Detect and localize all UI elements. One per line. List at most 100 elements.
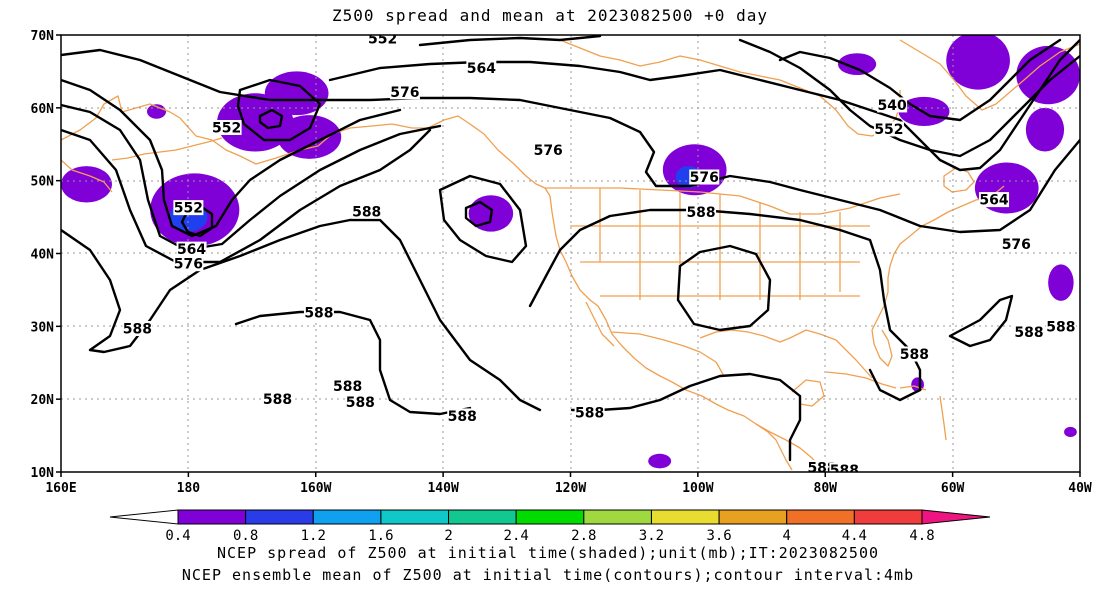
florida-coastline: [871, 329, 893, 367]
colorbar-swatch-6: [515, 509, 585, 525]
contour-label-bg-21: [262, 391, 293, 407]
contour-576-main: [61, 48, 1080, 234]
contour-label-bg-12: [176, 241, 207, 257]
colorbar-label-0: 0.4: [165, 528, 190, 544]
contour-label-15: 588: [123, 322, 152, 338]
spread-blob-15: [1048, 264, 1074, 301]
lon-label-5: 100W: [682, 481, 713, 496]
colorbar-label-4: 2: [444, 528, 452, 544]
contour-label-bg-7: [689, 169, 720, 185]
canadian-arctic-coastline: [559, 39, 781, 81]
lon-label-7: 60W: [941, 481, 965, 496]
contour-label-0: 552: [368, 32, 397, 48]
contour-label-bg-3: [211, 119, 242, 135]
spread-blob-12: [1016, 45, 1080, 105]
contour-label-bg-5: [877, 97, 908, 113]
contour-label-bg-15: [122, 321, 153, 337]
colorbar-swatch-2: [245, 509, 314, 525]
contour-label-2: 576: [390, 85, 419, 101]
colorbar-label-7: 3.2: [639, 528, 664, 544]
colorbar-label-11: 4.8: [909, 528, 934, 544]
contour-label-11: 588: [686, 205, 715, 221]
contour-label-19: 588: [900, 347, 929, 363]
spread-blob-14: [1025, 107, 1065, 152]
contour-label-bg-10: [351, 203, 382, 219]
contour-label-bg-26: [829, 462, 860, 472]
spread-blob-11: [946, 35, 1010, 90]
contour-label-12: 564: [177, 242, 206, 258]
contour-label-bg-22: [345, 394, 376, 410]
cuba-coastline: [825, 371, 897, 389]
contour-label-22: 588: [346, 395, 375, 411]
contour-588-main: [528, 208, 922, 402]
contour-588-pacific-high: [234, 310, 472, 416]
contour-label-14: 576: [1002, 237, 1031, 253]
spread-blob-17: [911, 377, 924, 392]
colorbar-swatch-11: [853, 509, 923, 525]
lat-label-1: 20N: [31, 393, 55, 408]
contour-label-23: 588: [448, 409, 477, 425]
contour-label-26: 588: [830, 463, 859, 479]
asia-coastline: [61, 159, 113, 193]
colorbar-label-6: 2.8: [571, 528, 596, 544]
lat-label-6: 70N: [31, 29, 55, 44]
aleutian-islands: [111, 137, 223, 161]
contour-label-16: 588: [304, 305, 333, 321]
colorbar-swatch-4: [380, 509, 450, 525]
contour-label-21: 588: [263, 392, 292, 408]
lat-label-5: 60N: [31, 102, 55, 117]
lat-label-0: 10N: [31, 466, 55, 481]
greenland-coastline: [899, 39, 1080, 111]
baja-california: [585, 301, 615, 347]
map-title: Z500 spread and mean at 2023082500 +0 da…: [332, 6, 768, 25]
contour-label-bg-1: [466, 60, 497, 76]
contour-label-7: 576: [690, 170, 719, 186]
spread-blob-19: [837, 53, 877, 76]
lesser-antilles: [939, 395, 947, 441]
contour-label-bg-23: [447, 408, 478, 424]
us-canada-border: [545, 187, 901, 215]
lon-label-0: 160E: [45, 481, 76, 496]
contour-label-bg-2: [389, 84, 420, 100]
contour-label-13: 576: [174, 257, 203, 273]
colorbar-label-1: 0.8: [233, 528, 258, 544]
spread-blob-4: [277, 115, 342, 159]
contour-588-caribbean: [570, 372, 802, 462]
contour-588-us-high: [676, 244, 772, 332]
lat-label-4: 50N: [31, 175, 55, 190]
colorbar-label-10: 4.4: [842, 528, 867, 544]
colorbar-label-2: 1.2: [301, 528, 326, 544]
colorbar-label-8: 3.6: [706, 528, 731, 544]
contour-label-8: 564: [979, 193, 1008, 209]
contour-552-north: [418, 35, 602, 47]
contour-label-9: 552: [174, 201, 203, 217]
us-mexico-border: [611, 331, 725, 377]
colorbar-swatch-5: [448, 509, 517, 525]
lon-label-3: 140W: [427, 481, 458, 496]
contour-label-bg-9: [173, 200, 204, 216]
contour-label-5: 540: [878, 98, 907, 114]
lon-label-2: 160W: [300, 481, 331, 496]
contour-540-hudson: [778, 38, 1062, 122]
yucatan-coastline: [791, 379, 825, 407]
contour-closed-low-north: [258, 108, 284, 130]
contour-label-bg-11: [686, 204, 717, 220]
contour-label-bg-24: [574, 404, 605, 420]
contour-576-cutoff-low: [438, 174, 528, 264]
lat-label-3: 40N: [31, 248, 55, 263]
contour-label-bg-4: [533, 142, 564, 158]
map-gridlines: [61, 35, 1080, 472]
spread-blob-5: [61, 166, 112, 203]
contour-label-18: 588: [1014, 325, 1043, 341]
contour-label-bg-0: [367, 35, 398, 47]
contour-label-bg-6: [873, 121, 904, 137]
colorbar-label-9: 4: [783, 528, 791, 544]
lon-label-4: 120W: [555, 481, 586, 496]
us-east-coastline: [871, 185, 1005, 331]
contour-label-20: 588: [333, 379, 362, 395]
gulf-of-mexico-coastline: [699, 329, 873, 379]
colorbar-swatch-7: [583, 509, 652, 525]
contour-label-10: 588: [352, 204, 381, 220]
contour-label-bg-8: [979, 192, 1010, 208]
